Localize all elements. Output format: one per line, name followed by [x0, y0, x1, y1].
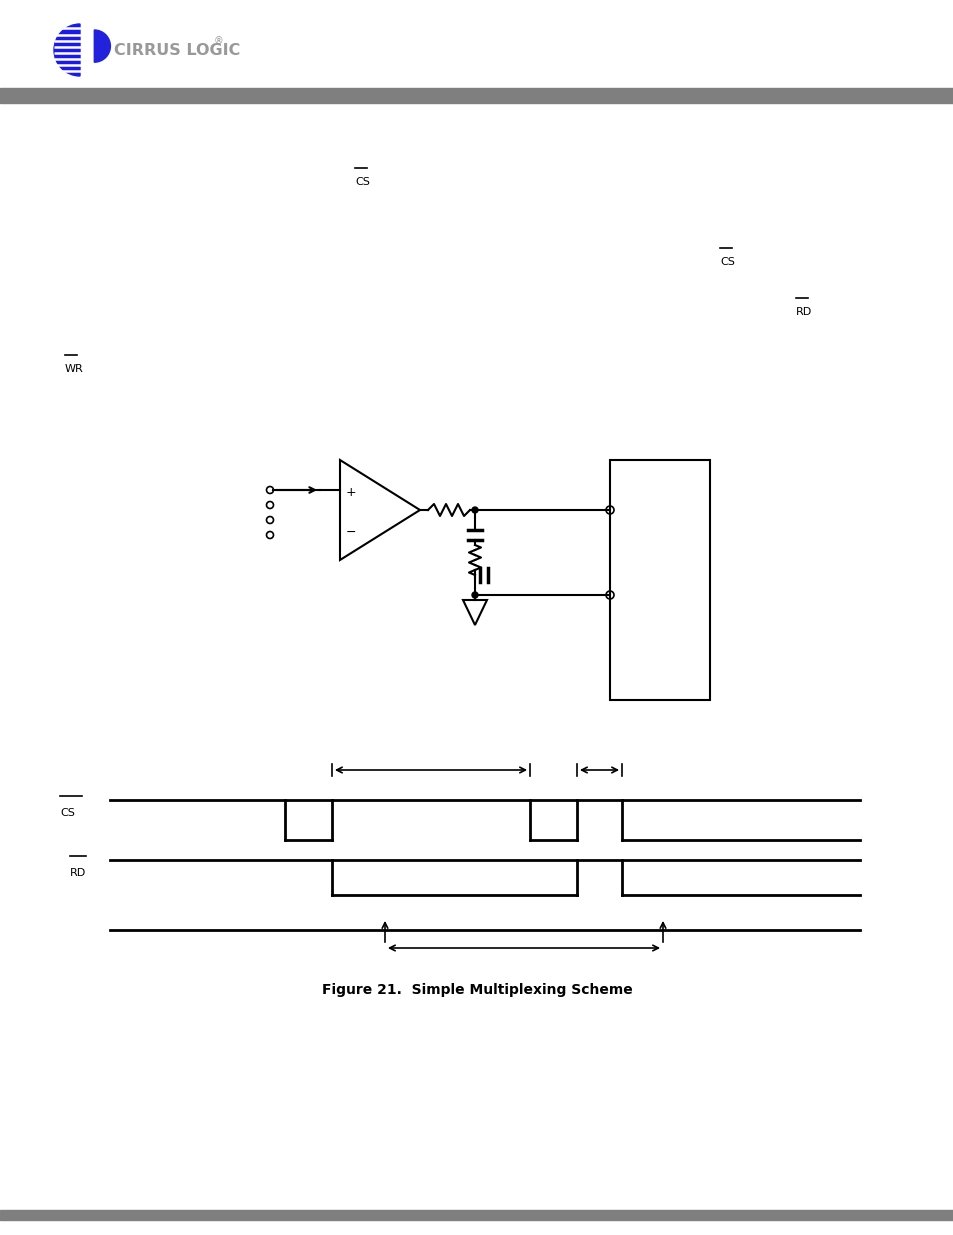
Circle shape [472, 508, 477, 513]
Text: CS: CS [60, 808, 74, 818]
Text: CS: CS [355, 177, 370, 186]
Bar [0, 88, 953, 103]
Text: Figure 21.  Simple Multiplexing Scheme: Figure 21. Simple Multiplexing Scheme [321, 983, 632, 997]
Wedge shape [54, 23, 80, 77]
Text: ®: ® [213, 36, 224, 46]
Text: CS: CS [720, 257, 734, 267]
Text: RD: RD [70, 868, 86, 878]
Wedge shape [94, 30, 111, 62]
Text: +: + [346, 487, 356, 499]
Text: −: − [346, 526, 356, 538]
Bar [0, 1210, 953, 1220]
Circle shape [472, 592, 477, 598]
Text: WR: WR [65, 364, 84, 374]
Bar [609, 459, 709, 700]
Text: CIRRUS LOGIC: CIRRUS LOGIC [113, 42, 240, 58]
Text: RD: RD [795, 308, 811, 317]
